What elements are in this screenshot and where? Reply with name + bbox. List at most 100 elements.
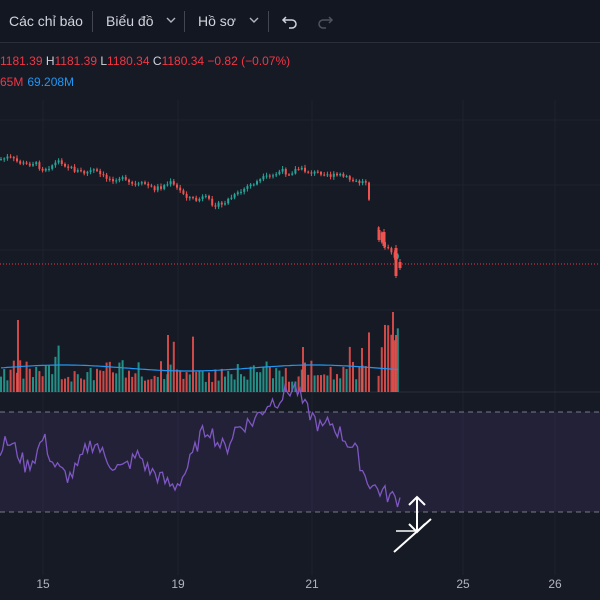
candle-body [398,262,402,268]
volume-bar [99,370,102,392]
candle-body [144,182,146,184]
volume-bar [96,368,98,392]
candle-body [19,161,22,164]
toolbar-divider [184,11,185,32]
candle-body [83,171,86,174]
close-label: C [152,54,162,68]
candle-body [137,183,140,185]
volume-bar [393,340,396,392]
candle-body [3,158,6,160]
candle-body [102,174,105,176]
volume-bar [25,361,28,392]
volume-bar [348,346,351,392]
candle-body [323,174,326,176]
candle-body [80,170,82,172]
volume-bar [297,376,300,392]
candle-body [121,177,124,179]
volume-bar [169,364,172,392]
candle-body [281,168,284,172]
volume-bar [9,369,12,392]
volume-bar [195,371,198,392]
candle-body [262,176,265,180]
candle-body [352,179,354,181]
toolbar-divider [92,11,93,32]
volume-bar [57,345,60,392]
candle-body [291,173,294,175]
volume-bar [167,335,169,392]
candle-body [268,175,271,177]
volume-bar [73,371,76,392]
candle-body [236,192,239,195]
volume-bar [259,372,262,392]
candle-body [124,177,127,180]
volume-bar [368,332,370,392]
candlesticks [0,153,402,278]
volume-bar [112,372,114,392]
candle-body [307,171,310,173]
volume-bar [17,320,19,392]
volume-bar [176,369,178,392]
volume-bar [355,379,358,392]
volume-bar [3,369,6,392]
candle-body [147,183,150,186]
volume-bar [304,362,306,392]
redo-icon[interactable] [314,11,336,33]
volume-bar [134,373,137,392]
volume-bar [246,379,249,392]
candle-body [313,171,316,174]
chart-menu-button[interactable]: Biểu đồ [106,0,176,43]
arrow-drawing[interactable] [393,495,432,553]
volume-bar [32,377,34,392]
volume-bar [275,368,278,392]
change-value: −0.82 (−0.07%) [207,54,291,68]
candle-body [44,168,47,171]
candle-body [70,166,73,168]
volume-bar [28,368,31,392]
volume-bar [384,324,386,392]
candle-body [60,160,63,165]
volume-ma-value: 69.208M [27,75,75,89]
volume-bar [265,361,268,392]
candle-body [182,190,185,194]
volume-bar [67,376,70,392]
volume-bar [268,366,271,392]
x-axis-label: 15 [36,577,50,591]
volume-bar [316,375,319,392]
indicators-button[interactable]: Các chỉ báo [9,0,83,43]
volume-bar [390,334,393,392]
candle-body [153,186,156,191]
candle-body [28,163,31,166]
candle-body [345,176,348,178]
volume-bar [150,379,153,392]
candle-body [64,164,66,167]
candle-body [96,169,98,171]
x-axis-label: 25 [456,577,470,591]
candle-body [265,175,268,177]
candle-body [73,166,76,172]
volume-bar [342,366,345,392]
candle-body [172,181,175,185]
candle-body [57,160,60,163]
volume-bar [252,365,255,392]
candle-body [382,232,386,246]
volume-bar [236,364,239,392]
volume-bar [302,347,304,392]
volume-bar [6,380,9,392]
volume-bar [364,366,367,392]
candle-body [105,174,108,179]
volume-bar [153,375,156,392]
candle-body [35,162,38,165]
undo-icon[interactable] [279,11,301,33]
candle-body [243,188,246,192]
candle-body [156,186,159,191]
volume-bar [313,375,316,392]
volume-bar [172,341,175,392]
volume-bar [70,381,73,392]
volume-bar [188,374,191,392]
candle-body [201,196,204,199]
profile-menu-button[interactable]: Hồ sơ [198,0,259,43]
low-label: L [100,54,108,68]
volume-bar [217,380,220,392]
